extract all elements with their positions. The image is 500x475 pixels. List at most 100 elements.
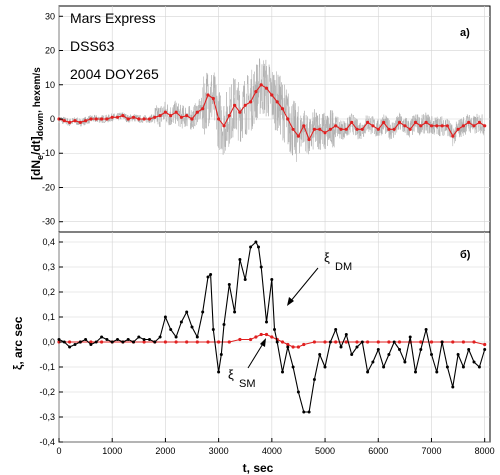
x-tick-label: 4000 xyxy=(262,446,282,456)
series-xi-dm-point xyxy=(355,345,359,349)
series-xi-dm-point xyxy=(424,328,428,331)
svg-text:ξ: ξ xyxy=(228,367,234,382)
series-ne-rate-point xyxy=(62,119,66,123)
series-xi-sm-point xyxy=(249,337,253,342)
series-ne-rate-point xyxy=(403,124,407,128)
series-ne-rate-point xyxy=(467,120,471,124)
panel-b-label: б) xyxy=(460,249,471,261)
series-ne-rate-point xyxy=(483,124,487,128)
series-xi-dm-point xyxy=(440,340,444,344)
series-xi-dm-point xyxy=(307,410,311,414)
series-xi-sm-point xyxy=(100,340,104,344)
series-xi-sm-point xyxy=(185,340,189,344)
series-ne-rate-point xyxy=(291,127,295,131)
series-xi-dm-point xyxy=(286,345,290,349)
panel-b-y-label: ξ, arc sec xyxy=(11,316,25,370)
series-xi-dm-point xyxy=(376,348,380,351)
series-ne-rate-point xyxy=(312,127,316,131)
series-xi-dm-point xyxy=(190,325,194,329)
series-xi-dm-point xyxy=(265,320,268,324)
panel-a-label: a) xyxy=(460,27,470,39)
y-tick-label: -0,3 xyxy=(39,412,55,422)
x-tick-label: 3000 xyxy=(209,446,229,456)
series-ne-rate-point xyxy=(158,114,162,118)
series-ne-rate-point xyxy=(217,117,221,121)
series-xi-dm-point xyxy=(461,365,465,369)
series-xi-dm-point xyxy=(169,328,173,331)
series-xi-dm-point xyxy=(153,340,157,344)
series-xi-sm-point xyxy=(334,340,338,344)
series-ne-rate-point xyxy=(94,117,98,121)
panel-b-x-ticks: 0 1000 2000 3000 4000 5000 6000 7000 8000 xyxy=(56,438,495,456)
x-tick-label: 1000 xyxy=(102,446,122,456)
series-ne-rate-point xyxy=(360,127,364,131)
series-xi-sm-point xyxy=(217,340,221,344)
annotation-xi-sm-arrow xyxy=(247,341,265,369)
series-ne-rate-point xyxy=(280,107,285,111)
series-xi-sm-point xyxy=(429,340,434,344)
series-ne-rate-point xyxy=(413,120,418,124)
series-ne-rate-point xyxy=(339,127,343,131)
series-ne-rate-point xyxy=(275,100,279,104)
series-ne-rate-point xyxy=(163,110,167,114)
series-xi-dm-point xyxy=(233,310,237,314)
x-tick-label: 5000 xyxy=(315,446,335,456)
y-tick-label: 20 xyxy=(45,46,55,56)
series-xi-sm-point xyxy=(461,340,465,344)
series-xi-dm-point xyxy=(360,340,364,344)
series-ne-rate-point xyxy=(68,120,72,124)
series-xi-dm-point xyxy=(259,265,263,269)
series-xi-dm-point xyxy=(68,345,72,349)
annotation-xi-sm: ξ SM xyxy=(228,338,266,390)
series-xi-sm-point xyxy=(296,345,300,349)
series-ne-rate-point xyxy=(84,119,88,123)
series-ne-rate-point xyxy=(89,117,93,121)
series-xi-sm-point xyxy=(195,340,199,344)
series-ne-rate-point xyxy=(302,124,306,128)
y-tick-label: -0,1 xyxy=(39,362,55,372)
series-xi-dm-point xyxy=(121,340,125,344)
series-xi-dm-point xyxy=(243,278,247,281)
series-xi-sm-point xyxy=(227,340,231,344)
series-xi-dm-point xyxy=(339,345,343,349)
series-xi-dm-point xyxy=(195,335,199,339)
series-ne-rate-point xyxy=(190,117,194,121)
series-xi-sm-point xyxy=(68,340,72,344)
series-ne-rate-point xyxy=(477,120,481,124)
series-xi-dm-point xyxy=(110,340,114,344)
series-ne-rate-point xyxy=(355,127,359,131)
series-ne-rate-point xyxy=(131,115,136,119)
series-xi-sm-point xyxy=(483,342,487,347)
series-xi-dm-point xyxy=(238,258,242,261)
series-xi-dm-point xyxy=(323,365,327,369)
series-ne-rate-point xyxy=(78,120,82,124)
series-ne-rate-point xyxy=(344,127,348,131)
series-ne-rate-point xyxy=(238,110,242,114)
series-ne-rate-point xyxy=(270,93,274,97)
series-ne-rate-point xyxy=(296,134,300,138)
series-ne-rate-point xyxy=(233,103,237,107)
panel-a-noise-trace xyxy=(58,58,485,162)
series-ne-rate-point xyxy=(211,96,215,101)
series-ne-rate-point xyxy=(115,115,120,119)
series-xi-dm-point xyxy=(435,370,439,374)
series-xi-sm-point xyxy=(472,340,476,344)
series-xi-sm-point xyxy=(254,335,258,339)
series-ne-rate-point xyxy=(307,137,311,142)
series-xi-sm-point xyxy=(376,340,380,344)
series-xi-dm-point xyxy=(456,353,460,356)
series-ne-rate-point xyxy=(222,124,226,128)
series-xi-sm-point xyxy=(344,340,348,344)
series-xi-dm-point xyxy=(222,323,226,326)
series-xi-dm-point xyxy=(302,410,306,414)
series-xi-sm-point xyxy=(312,340,316,344)
series-ne-rate-point xyxy=(440,124,444,128)
series-xi-dm-point xyxy=(430,353,433,356)
y-tick-label: 0,3 xyxy=(42,262,55,272)
series-ne-rate-point xyxy=(429,124,434,128)
series-ne-rate-point xyxy=(126,117,130,121)
series-xi-dm-point xyxy=(254,240,258,244)
series-ne-rate-point xyxy=(382,120,386,124)
series-xi-dm-point xyxy=(257,245,260,249)
y-tick-label: -20 xyxy=(42,182,55,192)
